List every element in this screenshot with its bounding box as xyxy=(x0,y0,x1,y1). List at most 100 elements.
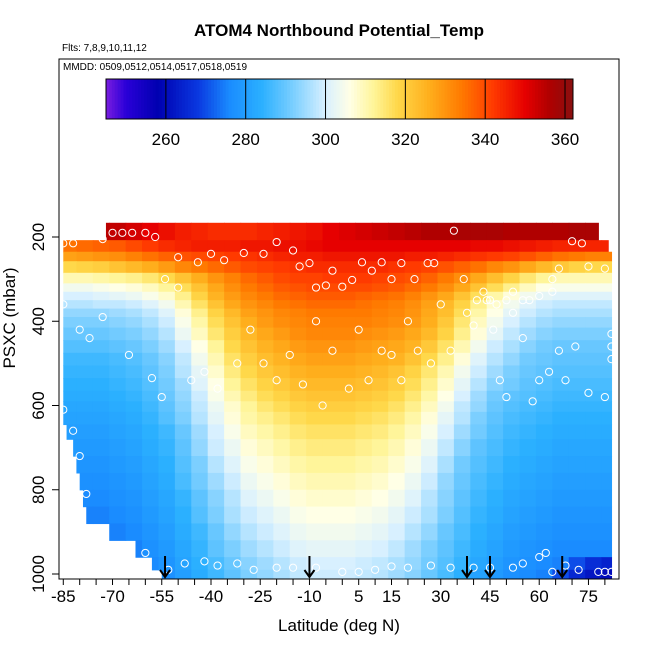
heatmap-cell xyxy=(76,308,94,318)
heatmap-cell xyxy=(306,291,324,301)
chart-subtitle-line-1: Flts: 7,8,9,10,11,12 xyxy=(62,43,147,54)
heatmap-cell xyxy=(503,352,521,367)
heatmap-cell xyxy=(92,352,110,367)
heatmap-cell xyxy=(355,569,373,579)
colorbar-strip xyxy=(526,79,530,119)
heatmap-cell xyxy=(388,300,406,310)
heatmap-cell xyxy=(174,569,192,579)
heatmap-cell xyxy=(207,390,225,402)
heatmap-cell xyxy=(86,506,94,525)
heatmap-cell xyxy=(371,557,389,571)
colorbar-strip xyxy=(365,79,370,119)
heatmap-cell xyxy=(601,390,613,402)
heatmap-cell xyxy=(486,240,504,253)
heatmap-cell xyxy=(240,283,258,293)
heatmap-cell xyxy=(240,352,258,367)
heatmap-cell xyxy=(125,251,143,262)
heatmap-cell xyxy=(371,291,389,301)
colorbar-strip xyxy=(389,79,393,119)
flight-sample-point xyxy=(413,346,422,355)
heatmap-cell xyxy=(273,283,291,293)
heatmap-cell xyxy=(486,352,504,367)
colorbar-strip xyxy=(374,79,378,119)
heatmap-cell xyxy=(568,523,586,541)
heatmap-cell xyxy=(601,489,613,508)
heatmap-cell xyxy=(535,424,553,440)
heatmap-cell xyxy=(322,365,340,379)
heatmap-cell xyxy=(63,251,78,262)
flight-sample-point xyxy=(108,228,117,237)
heatmap-cell xyxy=(76,390,94,402)
heatmap-cell xyxy=(306,569,324,579)
heatmap-cell xyxy=(486,308,504,318)
colorbar-strip xyxy=(432,79,437,119)
heatmap-cell xyxy=(421,365,439,379)
heatmap-cell xyxy=(601,327,613,341)
heatmap-cell xyxy=(453,506,471,525)
heatmap-cell xyxy=(568,240,586,253)
heatmap-cell xyxy=(109,300,127,310)
heatmap-cell xyxy=(421,489,439,508)
flight-sample-point xyxy=(403,563,413,572)
heatmap-cell xyxy=(585,352,603,367)
heatmap-cell xyxy=(535,308,553,318)
heatmap-cell xyxy=(388,390,406,402)
colorbar-strip xyxy=(415,79,419,119)
heatmap-cell xyxy=(289,540,307,558)
heatmap-cell xyxy=(552,523,570,541)
heatmap-cell xyxy=(404,283,422,293)
heatmap-cell xyxy=(158,456,176,474)
heatmap-cell xyxy=(109,272,127,284)
heatmap-cell xyxy=(224,401,242,413)
heatmap-cell xyxy=(453,291,471,301)
heatmap-cell xyxy=(174,365,192,379)
heatmap-cell xyxy=(453,251,471,262)
heatmap-cell xyxy=(371,340,389,354)
flight-sample-point xyxy=(574,565,583,574)
heatmap-cell xyxy=(371,308,389,318)
heatmap-cell xyxy=(585,439,603,457)
heatmap-cell xyxy=(404,557,422,571)
heatmap-cell xyxy=(191,365,209,379)
heatmap-cell xyxy=(339,489,357,508)
heatmap-cell xyxy=(158,300,176,310)
heatmap-cell xyxy=(421,456,439,474)
colorbar-strip xyxy=(502,79,507,119)
flight-sample-point xyxy=(528,397,537,406)
flight-sample-point xyxy=(469,321,478,330)
heatmap-cell xyxy=(552,378,570,392)
heatmap-cell xyxy=(339,327,357,341)
heatmap-cell xyxy=(601,569,613,579)
heatmap-cell xyxy=(585,291,603,301)
heatmap-cell xyxy=(158,557,176,571)
heatmap-cell xyxy=(503,569,521,579)
heatmap-cell xyxy=(322,300,340,310)
x-axis: -85 -70 -55 -40 -25 -10 5 15 30 45 60 75 xyxy=(51,579,606,606)
heatmap-cell xyxy=(470,378,488,392)
heatmap-cell xyxy=(355,557,373,571)
heatmap-cell xyxy=(421,327,439,341)
heatmap-cell xyxy=(322,378,340,392)
flight-sample-point xyxy=(239,248,248,258)
colorbar-strip xyxy=(149,79,154,119)
chart-subtitle-line-2: MMDD: 0509,0512,0514,0517,0518,0519 xyxy=(63,62,247,73)
heatmap-cell xyxy=(125,472,143,491)
heatmap-cell xyxy=(289,523,307,541)
heatmap-cell xyxy=(388,352,406,367)
heatmap-cell xyxy=(339,390,357,402)
heatmap-cell xyxy=(273,261,291,274)
flight-sample-point xyxy=(233,359,242,368)
heatmap-cell xyxy=(158,506,176,525)
heatmap-cell xyxy=(256,365,274,379)
heatmap-cell xyxy=(453,340,471,354)
colorbar-strip xyxy=(465,79,469,119)
heatmap-cell xyxy=(63,291,78,301)
heatmap-cell xyxy=(191,327,209,341)
colorbar-strip xyxy=(339,79,343,119)
arrows-layer xyxy=(159,556,569,579)
heatmap-cell xyxy=(158,378,176,392)
heatmap-cell xyxy=(404,472,422,491)
heatmap-cell xyxy=(519,401,537,413)
heatmap-cell xyxy=(256,283,274,293)
colorbar-strip xyxy=(368,79,373,119)
